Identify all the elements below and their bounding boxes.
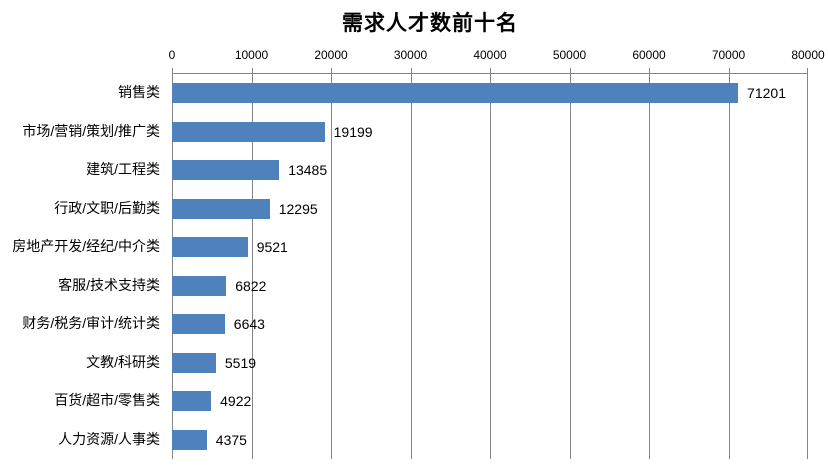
bar-value-label: 13485: [288, 162, 328, 179]
x-axis-tick-label: 10000: [234, 48, 269, 62]
category-label: 建筑/工程类: [86, 161, 160, 178]
bar: [172, 352, 216, 373]
bar: [172, 198, 270, 219]
axis-tick-mark: [251, 68, 253, 73]
gridline: [410, 74, 412, 459]
category-label: 文教/科研类: [86, 353, 160, 370]
bar: [172, 314, 225, 335]
bar: [172, 83, 739, 104]
x-axis-tick-label: 60000: [632, 48, 666, 62]
bar-value-label: 19199: [333, 123, 373, 140]
gridline: [251, 74, 253, 459]
axis-tick-mark: [728, 68, 730, 73]
bar-value-label: 6822: [235, 277, 267, 294]
bar-value-label: 6643: [233, 316, 265, 333]
bar-value-label: 5519: [224, 354, 257, 371]
category-label: 财务/税务/审计/统计类: [22, 315, 160, 332]
plot-area: 71201 19199 13485 12295 9521 6822 6643 5519 4922…: [172, 68, 808, 459]
axis-tick-mark: [490, 68, 491, 73]
x-axis-tick-label: 40000: [473, 48, 507, 62]
x-axis-tick-label: 70000: [711, 48, 746, 62]
axis-tick-mark: [410, 68, 412, 73]
bar-value-label: 4922: [220, 393, 252, 410]
bar: [172, 275, 227, 296]
bar-value-label: 12295: [278, 200, 318, 217]
axis-tick-mark: [569, 68, 571, 73]
category-label: 客服/技术支持类: [58, 276, 160, 293]
x-axis-tick-label: 50000: [552, 48, 587, 62]
bar: [172, 160, 280, 181]
axis-tick-mark: [331, 68, 332, 73]
axis-tick-mark: [807, 68, 808, 73]
bar-value-label: 4375: [215, 431, 247, 448]
bar: [172, 237, 248, 258]
gridline: [728, 74, 730, 459]
gridline: [569, 74, 571, 459]
chart-title: 需求人才数前十名: [342, 11, 518, 35]
axis-tick-mark: [649, 68, 650, 73]
x-axis-tick-label: 30000: [393, 48, 428, 62]
x-axis-tick-label: 0: [168, 48, 176, 62]
category-label: 销售类: [118, 84, 160, 101]
bar-value-label: 71201: [747, 85, 786, 102]
gridline: [172, 74, 173, 459]
bar: [172, 391, 212, 412]
gridline: [490, 74, 491, 459]
category-label: 房地产开发/经纪/中介类: [12, 238, 160, 255]
category-label: 人力资源/人事类: [58, 430, 160, 447]
category-label: 百货/超市/零售类: [54, 392, 160, 409]
bar: [172, 429, 207, 450]
x-axis-tick-label: 20000: [314, 48, 348, 62]
gridline: [649, 74, 650, 459]
category-label: 行政/文职/后勤类: [54, 199, 160, 216]
bar: [172, 121, 325, 142]
x-axis-tick-label: 80000: [791, 48, 825, 62]
bar-value-label: 9521: [256, 239, 288, 256]
category-axis: 销售类市场/营销/策划/推广类建筑/工程类行政/文职/后勤类房地产开发/经纪/中…: [0, 73, 166, 458]
gridline: [807, 74, 808, 459]
axis-tick-mark: [172, 68, 173, 73]
x-axis: 0 10000 20000 30000 40000 50000 60000 70000 8000…: [0, 48, 828, 62]
gridline: [331, 74, 332, 459]
category-label: 市场/营销/策划/推广类: [22, 122, 160, 139]
